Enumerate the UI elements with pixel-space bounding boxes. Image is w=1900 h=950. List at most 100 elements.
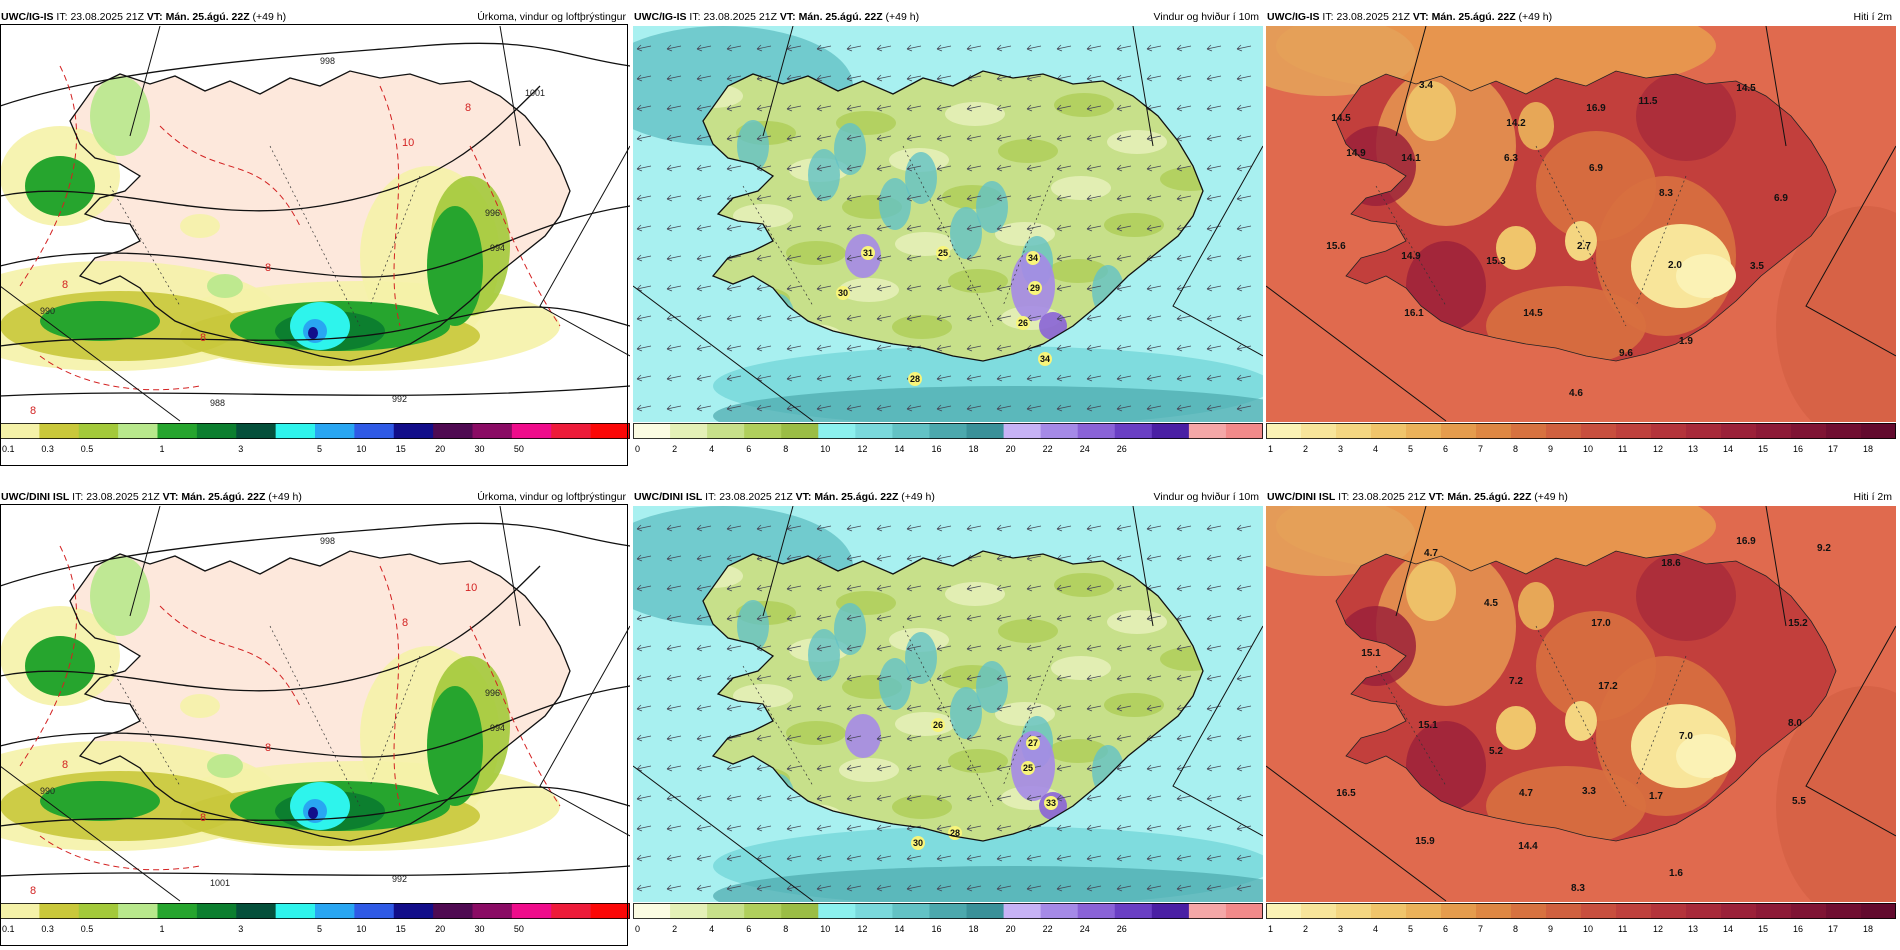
colorbar-swatch <box>966 903 1005 919</box>
wind-arrow <box>1176 74 1192 82</box>
temperature-label: 8 <box>62 759 68 771</box>
wind-arrow <box>1026 704 1042 712</box>
wind-arrow <box>696 524 712 532</box>
grid-line <box>633 765 814 902</box>
grid-line <box>1395 506 1427 617</box>
temperature-contour <box>19 65 78 287</box>
wind-arrow <box>936 284 952 292</box>
wind-arrow <box>816 194 832 202</box>
grid-line <box>539 145 630 357</box>
forecast-map: 998 996 994 990 992 1001 10 8 8 8 8 8 <box>0 506 630 902</box>
colorbar-label: 50 <box>514 924 524 934</box>
wind-arrow <box>636 314 652 322</box>
colorbar-swatch <box>118 903 159 919</box>
colorbar-label: 24 <box>1080 924 1090 934</box>
colorbar-label: 8 <box>783 924 788 934</box>
colorbar-label: 3 <box>238 444 243 454</box>
forecast-map: 998 996 994 990 992 988 1001 8 10 8 8 8 8 <box>0 26 630 422</box>
wind-area <box>976 181 1008 233</box>
colorbar-swatch <box>1151 903 1190 919</box>
temperature-labels: 3.4 14.5 14.2 16.9 11.5 14.5 14.9 14.1 6.3 6.9 8.3… <box>1326 80 1788 399</box>
wind-arrow <box>726 854 742 862</box>
temp-area <box>1776 686 1896 902</box>
wind-arrow <box>1176 524 1192 532</box>
wind-arrow <box>1086 404 1102 412</box>
temperature-value-label: 5.5 <box>1792 796 1806 807</box>
gust-marker <box>861 246 875 260</box>
wind-arrow <box>816 854 832 862</box>
wind-arrow <box>786 614 802 622</box>
wind-arrow <box>636 224 652 232</box>
gust-label: 34 <box>1040 354 1050 364</box>
wind-arrow <box>1056 674 1072 682</box>
wind-arrow <box>1236 284 1252 292</box>
wind-arrow <box>666 734 682 742</box>
wind-arrow <box>786 854 802 862</box>
wind-arrow <box>636 134 652 142</box>
wind-area <box>998 619 1058 643</box>
wind-arrow <box>636 674 652 682</box>
wind-arrow <box>786 194 802 202</box>
wind-arrow <box>846 644 862 652</box>
colorbar-swatch <box>818 423 856 439</box>
wind-arrow <box>726 224 742 232</box>
wind-arrow <box>996 44 1012 52</box>
colorbar-label: 30 <box>475 444 485 454</box>
colorbar-label: 3 <box>1338 924 1343 934</box>
wind-arrow <box>1086 734 1102 742</box>
wind-arrow <box>786 884 802 892</box>
wind-arrow <box>936 734 952 742</box>
wind-arrow <box>1116 644 1132 652</box>
vt-label: VT: <box>779 11 796 23</box>
wind-arrow <box>666 254 682 262</box>
colorbar-label: 17 <box>1828 924 1838 934</box>
colorbar-label: 17 <box>1828 444 1838 454</box>
temperature-value-label: 2.7 <box>1577 241 1591 252</box>
isobar-label: 1001 <box>210 878 230 888</box>
wind-arrow <box>696 224 712 232</box>
region-boundary <box>1635 175 1687 307</box>
wind-arrow <box>1086 614 1102 622</box>
wind-arrow <box>1206 284 1222 292</box>
colorbar-swatch <box>781 903 819 919</box>
wind-arrow <box>1236 524 1252 532</box>
wind-arrow <box>696 704 712 712</box>
wind-arrow <box>786 584 802 592</box>
wind-arrow <box>936 44 952 52</box>
wind-arrow <box>786 644 802 652</box>
colorbar-label: 50 <box>514 444 524 454</box>
wind-arrow <box>696 734 712 742</box>
wind-area <box>834 123 866 175</box>
wind-arrow <box>1086 764 1102 772</box>
grid-line <box>499 26 521 147</box>
grid-line <box>499 506 521 627</box>
panel-title: Vindur og hviður í 10m <box>1153 491 1259 503</box>
wind-arrow <box>1116 554 1132 562</box>
precip-area <box>207 274 243 298</box>
region-boundary <box>109 185 181 307</box>
colorbar-label: 6 <box>1443 924 1448 934</box>
grid-line <box>129 26 161 137</box>
temperature-value-label: 17.0 <box>1591 618 1611 629</box>
init-time: 23.08.2025 21Z <box>86 491 160 503</box>
wind-arrow <box>1206 764 1222 772</box>
colorbar-label: 13 <box>1688 444 1698 454</box>
wind-arrow <box>1176 254 1192 262</box>
wind-arrow <box>876 74 892 82</box>
wind-arrow <box>666 614 682 622</box>
region-boundary <box>742 185 814 307</box>
temperature-label: 10 <box>402 137 414 149</box>
wind-arrow <box>1056 704 1072 712</box>
wind-arrow <box>1086 74 1102 82</box>
wind-area <box>839 278 899 302</box>
grid-line <box>762 26 794 137</box>
wind-arrow <box>1236 704 1252 712</box>
wind-arrow <box>1146 344 1162 352</box>
wind-area <box>834 603 866 655</box>
land-area <box>703 71 1203 361</box>
colorbar-swatch <box>1616 903 1652 919</box>
region-boundary <box>1375 185 1447 307</box>
grid-line <box>0 765 181 902</box>
model-name: UWC/DINI ISL <box>1 491 70 503</box>
wind-arrow <box>1176 104 1192 112</box>
